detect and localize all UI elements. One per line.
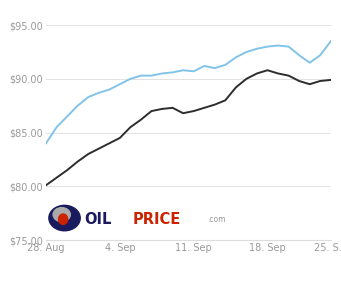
Circle shape — [53, 208, 70, 222]
Text: PRICE: PRICE — [133, 212, 181, 227]
Text: .com: .com — [207, 215, 225, 224]
Text: OIL: OIL — [85, 212, 112, 227]
Ellipse shape — [59, 214, 68, 224]
Circle shape — [49, 205, 80, 231]
